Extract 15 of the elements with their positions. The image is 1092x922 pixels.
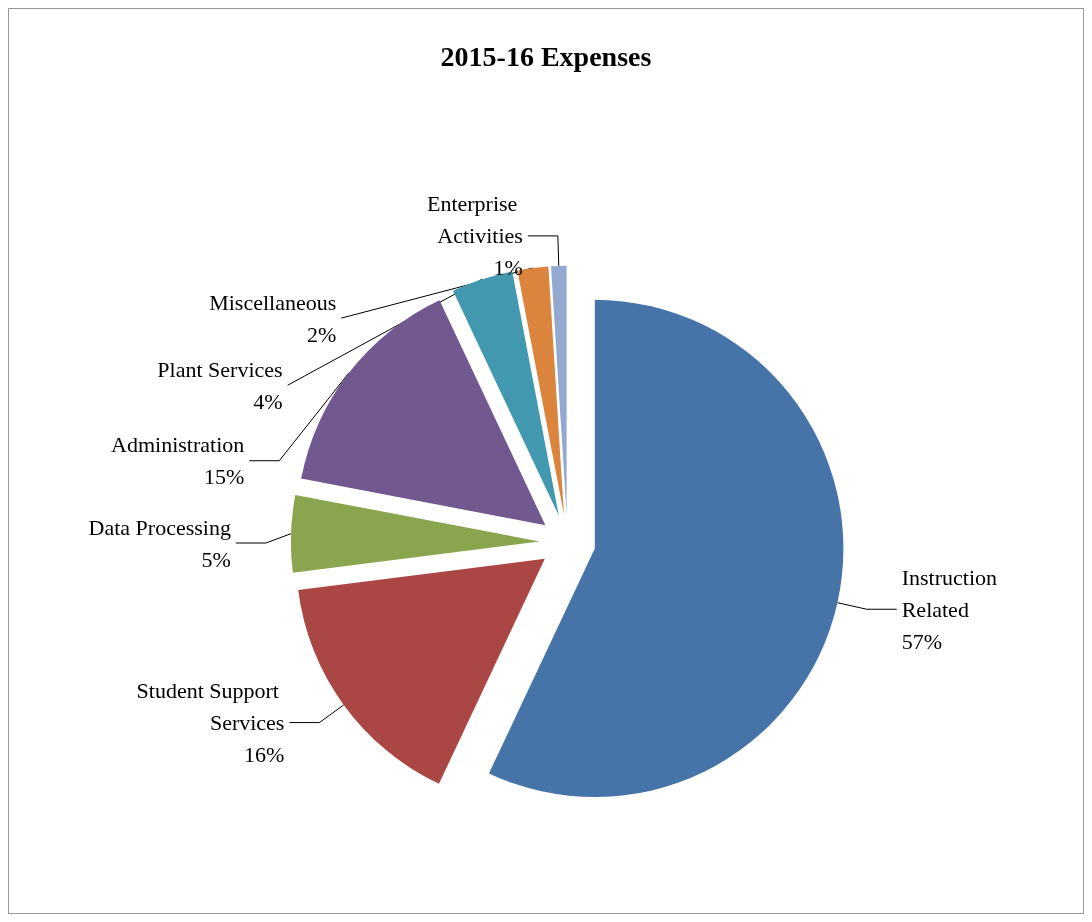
chart-title: 2015-16 Expenses xyxy=(440,40,652,72)
data-label: 15% xyxy=(203,464,245,490)
data-label: 2% xyxy=(306,321,337,347)
data-label: 16% xyxy=(244,742,285,768)
slice-label: Plant Services xyxy=(157,356,283,382)
data-label: 5% xyxy=(201,546,231,572)
slice-label: Administration xyxy=(111,432,245,458)
slice-label: Student Support Services xyxy=(136,678,285,736)
slice-label: Miscellaneous xyxy=(209,289,337,315)
slice-label: Enterprise Activities xyxy=(426,191,523,249)
slice-label: Instruction Related xyxy=(901,564,1003,622)
slice-label: Data Processing xyxy=(88,514,231,540)
data-label: 1% xyxy=(493,255,523,281)
data-label: 4% xyxy=(253,388,283,414)
data-label: 57% xyxy=(901,628,943,654)
